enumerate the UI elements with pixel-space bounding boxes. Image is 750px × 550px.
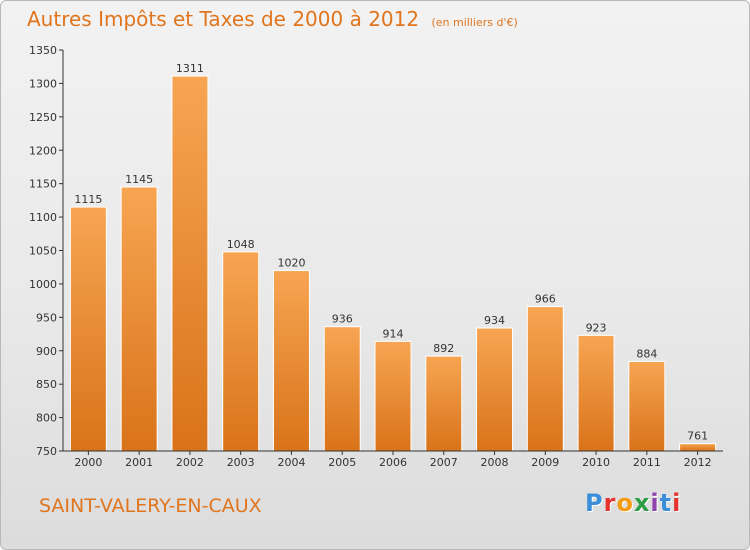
bar: [272, 270, 310, 452]
y-tick-label: 1000: [29, 278, 57, 291]
y-tick-label: 1150: [29, 178, 57, 191]
x-tick-label: 2010: [582, 456, 610, 469]
x-tick-label: 2011: [633, 456, 661, 469]
bar-value-label: 914: [383, 327, 404, 340]
axes-group: 750 800 850 900 950 1000 1050 1100 1150 1200 1250 1…: [29, 44, 723, 469]
x-tick-label: 2009: [531, 456, 559, 469]
bar: [526, 306, 564, 452]
logo-letter: P: [585, 489, 604, 517]
y-tick-label: 1350: [29, 44, 57, 57]
x-tick-label: 2004: [277, 456, 305, 469]
proxiti-logo[interactable]: Proxiti: [585, 489, 681, 517]
bar-value-label: 1048: [227, 238, 255, 251]
bar-value-label: 1311: [176, 62, 204, 75]
y-tick-label: 1100: [29, 211, 57, 224]
bar: [476, 327, 514, 452]
chart-title: Autres Impôts et Taxes de 2000 à 2012 (e…: [27, 7, 518, 31]
bar: [69, 206, 107, 452]
bar-value-label: 884: [636, 347, 657, 360]
x-tick-label: 2001: [125, 456, 153, 469]
logo-letter: r: [603, 489, 617, 517]
logo-letter: t: [659, 489, 673, 517]
bar-value-label: 934: [484, 314, 505, 327]
logo-letter: x: [633, 489, 651, 517]
bar: [171, 75, 209, 452]
x-tick-label: 2008: [481, 456, 509, 469]
bar: [120, 186, 158, 452]
bar: [628, 360, 666, 452]
y-tick-label: 1300: [29, 77, 57, 90]
bar: [679, 443, 717, 452]
y-tick-label: 1050: [29, 245, 57, 258]
x-tick-label: 2003: [227, 456, 255, 469]
y-tick-label: 750: [36, 445, 57, 458]
bar-value-label: 1115: [74, 193, 102, 206]
x-tick-label: 2012: [684, 456, 712, 469]
city-name: SAINT-VALERY-EN-CAUX: [39, 495, 262, 517]
bar: [222, 251, 260, 452]
y-tick-label: 800: [36, 412, 57, 425]
bar: [425, 355, 463, 452]
y-tick-label: 1200: [29, 144, 57, 157]
bar: [374, 340, 412, 452]
x-tick-label: 2002: [176, 456, 204, 469]
bar-value-label: 923: [586, 321, 607, 334]
x-tick-label: 2006: [379, 456, 407, 469]
y-tick-label: 950: [36, 311, 57, 324]
y-tick-label: 850: [36, 378, 57, 391]
logo-letter: o: [616, 489, 634, 517]
x-tick-label: 2007: [430, 456, 458, 469]
bar: [577, 334, 615, 452]
y-tick-label: 900: [36, 345, 57, 358]
bar-value-label: 1020: [277, 257, 305, 270]
bar-value-label: 761: [687, 430, 708, 443]
bars-group: 1115 1145 1311 1048 1020 936 914 892 934 966 923 88…: [69, 62, 717, 452]
chart-unit-label: (en milliers d'€): [431, 16, 518, 29]
logo-letter: i: [672, 489, 682, 517]
x-tick-label: 2005: [328, 456, 356, 469]
y-tick-label: 1250: [29, 111, 57, 124]
bar-value-label: 936: [332, 313, 353, 326]
x-tick-label: 2000: [74, 456, 102, 469]
bar: [323, 326, 361, 452]
logo-letter: i: [650, 489, 660, 517]
bar-value-label: 966: [535, 293, 556, 306]
bar-value-label: 1145: [125, 173, 153, 186]
bar-value-label: 892: [433, 342, 454, 355]
chart-title-text: Autres Impôts et Taxes de 2000 à 2012: [27, 7, 420, 31]
